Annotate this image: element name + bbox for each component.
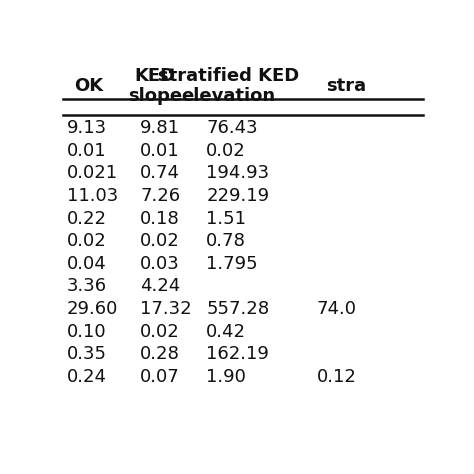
Text: stra: stra — [326, 77, 366, 95]
Text: 0.35: 0.35 — [66, 346, 107, 364]
Text: 0.74: 0.74 — [140, 164, 180, 182]
Text: 74.0: 74.0 — [316, 300, 356, 318]
Text: 9.81: 9.81 — [140, 119, 180, 137]
Text: 0.04: 0.04 — [66, 255, 106, 273]
Text: 229.19: 229.19 — [206, 187, 269, 205]
Text: 11.03: 11.03 — [66, 187, 118, 205]
Text: 17.32: 17.32 — [140, 300, 191, 318]
Text: 4.24: 4.24 — [140, 277, 180, 295]
Text: 0.42: 0.42 — [206, 323, 246, 341]
Text: 0.10: 0.10 — [66, 323, 106, 341]
Text: 0.22: 0.22 — [66, 210, 107, 228]
Text: 76.43: 76.43 — [206, 119, 258, 137]
Text: 0.02: 0.02 — [140, 232, 180, 250]
Text: 7.26: 7.26 — [140, 187, 180, 205]
Text: 162.19: 162.19 — [206, 346, 269, 364]
Text: 0.24: 0.24 — [66, 368, 107, 386]
Text: 0.02: 0.02 — [140, 323, 180, 341]
Text: 0.07: 0.07 — [140, 368, 180, 386]
Text: 0.021: 0.021 — [66, 164, 118, 182]
Text: 1.795: 1.795 — [206, 255, 258, 273]
Text: 3.36: 3.36 — [66, 277, 107, 295]
Text: 0.12: 0.12 — [316, 368, 356, 386]
Text: OK: OK — [74, 77, 103, 95]
Text: KED
slope: KED slope — [128, 67, 182, 106]
Text: 1.51: 1.51 — [206, 210, 246, 228]
Text: 0.01: 0.01 — [66, 142, 106, 160]
Text: 194.93: 194.93 — [206, 164, 269, 182]
Text: 0.03: 0.03 — [140, 255, 180, 273]
Text: 557.28: 557.28 — [206, 300, 269, 318]
Text: 0.02: 0.02 — [206, 142, 246, 160]
Text: 0.02: 0.02 — [66, 232, 106, 250]
Text: 0.18: 0.18 — [140, 210, 180, 228]
Text: 0.78: 0.78 — [206, 232, 246, 250]
Text: 1.90: 1.90 — [206, 368, 246, 386]
Text: 0.28: 0.28 — [140, 346, 180, 364]
Text: stratified KED
elevation: stratified KED elevation — [158, 67, 299, 106]
Text: 9.13: 9.13 — [66, 119, 107, 137]
Text: 0.01: 0.01 — [140, 142, 180, 160]
Text: 29.60: 29.60 — [66, 300, 118, 318]
